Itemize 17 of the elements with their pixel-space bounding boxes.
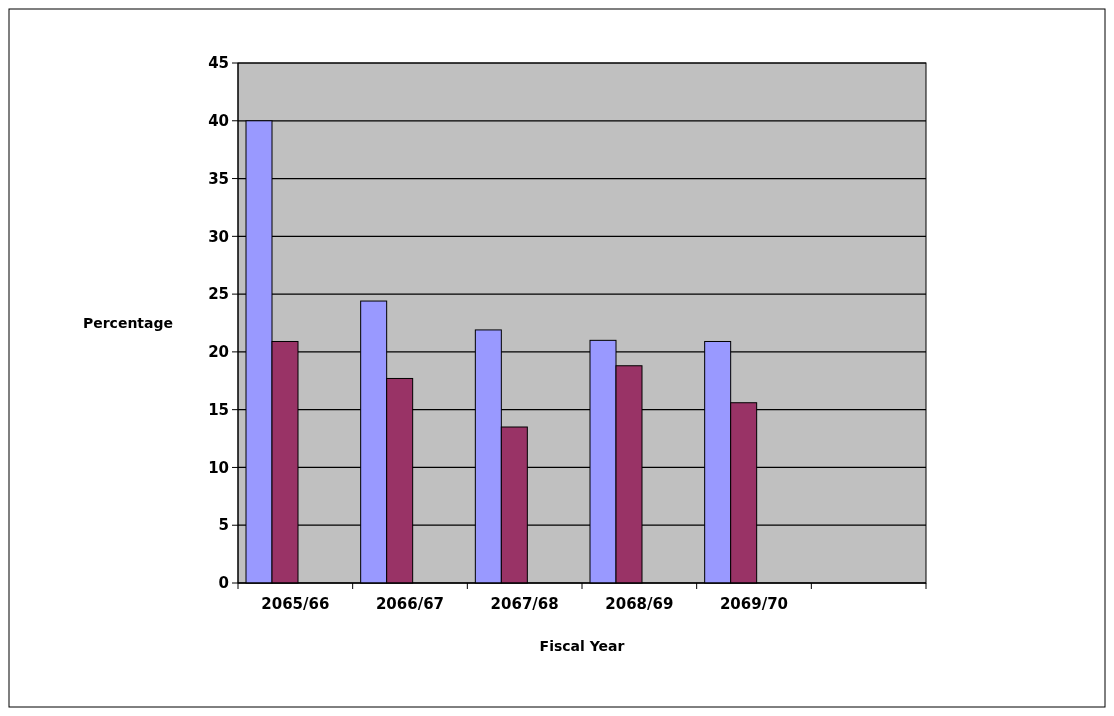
y-tick-label: 0 — [218, 574, 229, 593]
y-tick-label: 45 — [208, 54, 229, 73]
y-tick-label: 5 — [218, 516, 229, 535]
x-tick-label: 2065/66 — [261, 595, 330, 613]
y-tick-label: 25 — [208, 285, 229, 304]
y-tick-label: 20 — [208, 343, 229, 362]
x-tick-label: 2069/70 — [719, 595, 789, 613]
x-tick-label: 2067/68 — [490, 595, 559, 613]
x-tick-label: 2066/67 — [375, 595, 445, 613]
y-tick-label: 35 — [208, 169, 229, 188]
x-axis-title: Fiscal Year — [539, 638, 625, 654]
y-tick-label: 10 — [208, 458, 229, 477]
y-tick-label: 15 — [208, 400, 229, 419]
y-axis-title: Percentage — [82, 314, 174, 331]
y-tick-label: 30 — [208, 227, 229, 246]
x-tick-label: 2068/69 — [605, 595, 674, 613]
y-tick-label: 40 — [208, 112, 229, 131]
